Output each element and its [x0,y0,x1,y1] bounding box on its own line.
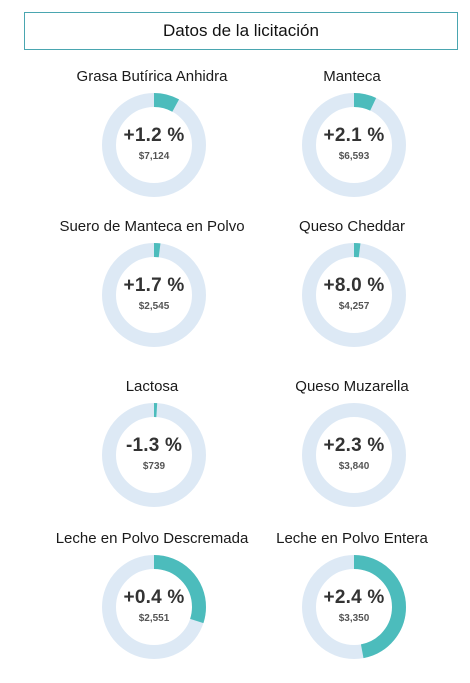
price-value: $2,551 [138,613,170,624]
donut-track [302,403,406,507]
product-name: Leche en Polvo Entera [276,530,428,547]
product-card: Queso Cheddar +8.0 % $4,257 [252,218,452,368]
product-card: Suero de Manteca en Polvo +1.7 % $2,545 [52,218,252,368]
page-title: Datos de la licitación [163,21,319,40]
product-name: Suero de Manteca en Polvo [59,218,245,235]
price-value: $3,350 [338,613,370,624]
price-value: $7,124 [138,151,170,162]
product-card: Manteca +2.1 % $6,593 [252,68,452,218]
progress-donut: +2.1 % $6,593 [302,93,406,197]
donut-svg [302,555,406,659]
product-card: Queso Muzarella +2.3 % $3,840 [252,378,452,528]
donut-fill-arc [102,93,206,197]
change-percent: +2.1 % [323,125,385,146]
change-percent: +2.3 % [323,435,385,456]
progress-donut: +0.4 % $2,551 [102,555,206,659]
donut-svg [302,243,406,347]
donut-svg [102,93,206,197]
change-percent: +1.7 % [123,275,185,296]
donut-fill-arc [102,403,206,507]
donut-fill-arc [102,555,206,659]
price-value: $3,840 [338,461,370,472]
donut-fill-arc [302,555,406,659]
product-name: Manteca [323,68,381,85]
price-value: $4,257 [338,301,370,312]
product-name: Lactosa [125,378,179,395]
product-card: Grasa Butírica Anhidra +1.2 % $7,124 [52,68,252,218]
progress-donut: +1.2 % $7,124 [102,93,206,197]
product-card: Leche en Polvo Descremada +0.4 % $2,551 [52,530,252,680]
donut-svg [302,93,406,197]
price-value: $2,545 [138,301,170,312]
product-name: Queso Muzarella [295,378,409,395]
donut-svg [102,555,206,659]
change-percent: +2.4 % [323,587,385,608]
product-name: Grasa Butírica Anhidra [76,68,228,85]
product-name: Queso Cheddar [299,218,405,235]
donut-svg [102,403,206,507]
donut-svg [302,403,406,507]
product-card: Lactosa -1.3 % $739 [52,378,252,528]
donut-svg [102,243,206,347]
product-name: Leche en Polvo Descremada [55,530,249,547]
change-percent: +0.4 % [123,587,185,608]
progress-donut: +1.7 % $2,545 [102,243,206,347]
progress-donut: -1.3 % $739 [102,403,206,507]
donut-fill-arc [102,243,206,347]
change-percent: +1.2 % [123,125,185,146]
progress-donut: +2.4 % $3,350 [302,555,406,659]
donut-fill-arc [302,93,406,197]
product-card: Leche en Polvo Entera +2.4 % $3,350 [252,530,452,680]
page-title-box: Datos de la licitación [24,12,458,50]
change-percent: -1.3 % [125,435,183,456]
donut-fill-arc [302,243,406,347]
progress-donut: +2.3 % $3,840 [302,403,406,507]
progress-donut: +8.0 % $4,257 [302,243,406,347]
change-percent: +8.0 % [323,275,385,296]
price-value: $739 [142,461,166,472]
price-value: $6,593 [338,151,370,162]
